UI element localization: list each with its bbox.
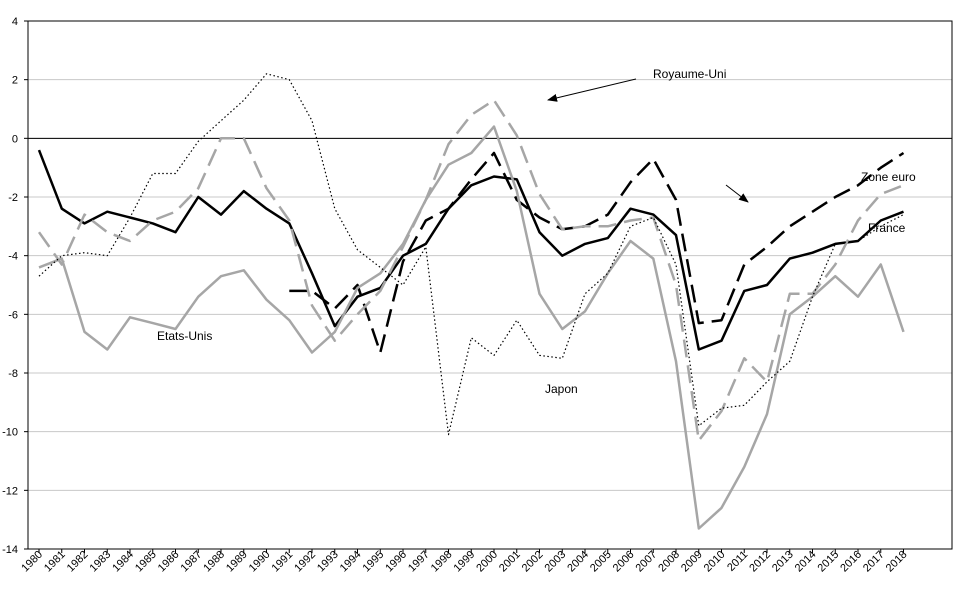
annotations: Royaume-Uni Zone euro France Etats-Unis …	[157, 67, 916, 396]
x-axis-ticks: 1980198119821983198419851986198719881989…	[19, 549, 909, 575]
annotation-royaume-uni: Royaume-Uni	[653, 67, 726, 81]
y-tick-label: -10	[2, 427, 18, 439]
series-line-france	[37, 149, 904, 351]
x-tick-label: 1993	[315, 549, 341, 575]
y-axis-ticks: 4 2 0 -2 -4 -6 -8 -10 -12 -14	[2, 16, 28, 556]
x-tick-label: 2017	[861, 549, 887, 575]
x-tick-label: 1997	[406, 549, 432, 575]
x-tick-label: 1983	[88, 549, 114, 575]
y-tick-label: -12	[2, 485, 18, 497]
x-tick-label: 1990	[247, 549, 273, 575]
x-tick-label: 1980	[19, 549, 45, 575]
x-tick-label: 2013	[770, 549, 796, 575]
x-tick-label: 1986	[156, 549, 182, 575]
x-tick-label: 1999	[452, 549, 478, 575]
y-tick-label: -6	[8, 309, 18, 321]
x-tick-label: 1996	[383, 549, 409, 575]
y-tick-label: 4	[12, 16, 18, 28]
x-tick-label: 1988	[201, 549, 227, 575]
x-tick-label: 1994	[338, 549, 364, 575]
x-tick-label: 2009	[679, 549, 705, 575]
annotation-zone-euro: Zone euro	[861, 170, 916, 184]
x-tick-label: 2004	[565, 549, 591, 575]
x-tick-label: 1992	[292, 549, 318, 575]
x-tick-label: 1995	[361, 549, 387, 575]
arrow-royaume-uni	[547, 78, 637, 102]
x-tick-label: 1985	[133, 549, 159, 575]
y-tick-label: 0	[12, 133, 18, 145]
annotation-etats-unis: Etats-Unis	[157, 329, 212, 343]
x-tick-label: 1982	[65, 549, 91, 575]
series-line-royaume-uni	[37, 98, 904, 442]
x-tick-label: 2006	[611, 549, 637, 575]
series-line-etats-unis	[38, 125, 905, 530]
series-lines	[37, 73, 905, 530]
annotation-japon: Japon	[545, 382, 578, 396]
x-tick-label: 1998	[429, 549, 455, 575]
y-tick-label: -2	[8, 192, 18, 204]
x-tick-label: 2010	[702, 549, 728, 575]
x-tick-label: 2012	[747, 549, 773, 575]
x-tick-label: 2003	[543, 549, 569, 575]
x-tick-label: 2002	[520, 549, 546, 575]
arrow-zone-euro	[725, 184, 749, 203]
annotation-france: France	[868, 221, 906, 235]
y-tick-label: -14	[2, 544, 18, 556]
x-tick-label: 2008	[656, 549, 682, 575]
plot-area-frame	[27, 20, 953, 550]
y-tick-label: -4	[8, 251, 18, 263]
x-tick-label: 2005	[588, 549, 614, 575]
x-tick-label: 2018	[884, 549, 910, 575]
series-line-zone-euro	[289, 151, 905, 354]
x-tick-label: 2001	[497, 549, 523, 575]
x-tick-label: 1987	[179, 549, 205, 575]
x-tick-label: 1989	[224, 549, 250, 575]
x-tick-label: 1991	[270, 549, 296, 575]
x-tick-label: 1981	[42, 549, 68, 575]
x-tick-label: 2000	[474, 549, 500, 575]
gridlines	[28, 79, 952, 491]
x-tick-label: 1984	[110, 549, 136, 575]
x-tick-label: 2014	[793, 549, 819, 575]
x-tick-label: 2015	[816, 549, 842, 575]
x-tick-label: 2011	[725, 549, 750, 574]
y-tick-label: -8	[8, 368, 18, 380]
x-tick-label: 2007	[634, 549, 660, 575]
x-tick-label: 2016	[838, 549, 864, 575]
y-tick-label: 2	[12, 75, 18, 87]
